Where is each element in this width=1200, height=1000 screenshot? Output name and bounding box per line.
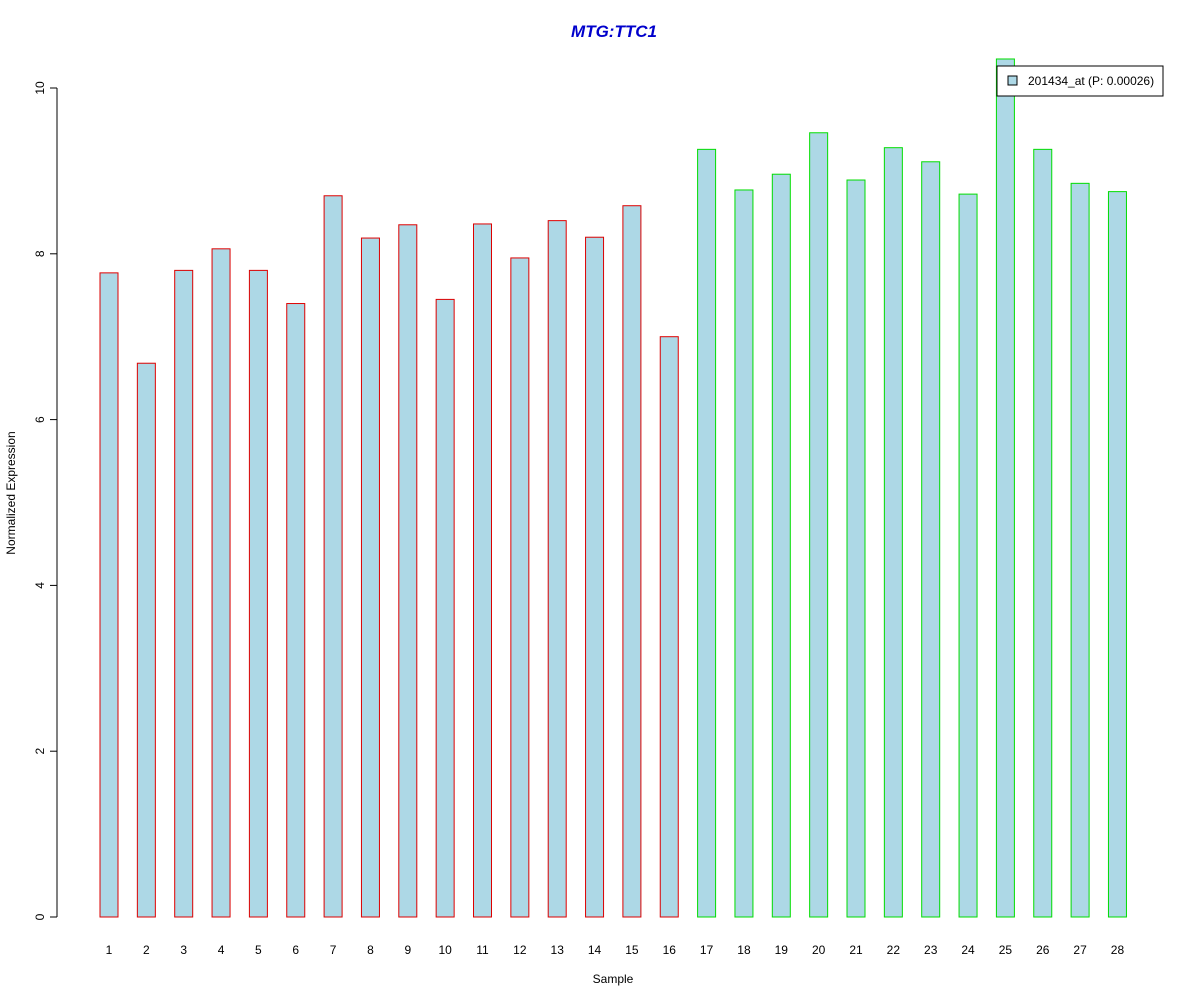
x-tick-label: 21 (849, 943, 863, 957)
bar (547, 220, 567, 918)
legend: 201434_at (P: 0.00026) (996, 65, 1164, 97)
y-axis: 0 2 4 6 8 10 (33, 81, 58, 920)
bar (622, 205, 642, 918)
bar (1033, 148, 1053, 918)
x-tick-label: 4 (218, 943, 225, 957)
x-tick-label: 25 (999, 943, 1013, 957)
legend-box (996, 65, 1164, 97)
y-axis-label: Normalized Expression (4, 431, 18, 554)
bar (136, 362, 156, 918)
x-tick-labels: 1 2 3 4 5 6 7 8 9 10 11 12 13 14 15 16 17 18 19 20 21 22 23 24 2… (106, 943, 1125, 957)
x-tick-label: 3 (180, 943, 187, 957)
x-axis-label: Sample (593, 972, 634, 986)
x-tick-label: 15 (625, 943, 639, 957)
x-tick-label: 17 (700, 943, 714, 957)
x-tick-label: 18 (737, 943, 751, 957)
y-tick-label: 2 (33, 748, 47, 755)
x-tick-label: 27 (1073, 943, 1087, 957)
x-tick-label: 22 (887, 943, 901, 957)
x-tick-label: 7 (330, 943, 337, 957)
bar (360, 237, 380, 918)
chart-title: MTG:TTC1 (571, 22, 657, 41)
bar (958, 193, 978, 918)
x-tick-label: 19 (775, 943, 789, 957)
bar (473, 223, 492, 918)
x-tick-label: 5 (255, 943, 262, 957)
bar (1070, 182, 1090, 918)
x-tick-label: 9 (404, 943, 411, 957)
bar (174, 269, 194, 918)
y-tick-label: 0 (33, 913, 47, 920)
bar (771, 173, 791, 918)
bar (921, 161, 941, 918)
x-tick-label: 8 (367, 943, 374, 957)
bar (398, 224, 418, 918)
bar (846, 179, 866, 918)
x-tick-label: 11 (476, 943, 489, 957)
x-tick-label: 12 (513, 943, 527, 957)
legend-entry-label: 201434_at (P: 0.00026) (1028, 74, 1154, 88)
bar (1107, 191, 1127, 918)
x-tick-label: 1 (106, 943, 113, 957)
bar (510, 257, 530, 918)
x-tick-label: 10 (438, 943, 452, 957)
bar (883, 147, 903, 918)
x-tick-label: 26 (1036, 943, 1050, 957)
x-tick-label: 24 (961, 943, 975, 957)
bar (211, 248, 231, 918)
x-tick-label: 13 (551, 943, 565, 957)
bar (697, 148, 717, 918)
bar (809, 132, 829, 918)
legend-swatch (1007, 75, 1018, 86)
y-tick-label: 8 (33, 250, 47, 257)
bar (585, 236, 605, 918)
y-tick-label: 4 (33, 582, 47, 589)
bar (286, 303, 306, 918)
y-tick-label: 10 (33, 81, 47, 95)
y-tick-label: 6 (33, 416, 47, 423)
bar (659, 336, 679, 918)
x-tick-label: 28 (1111, 943, 1125, 957)
bar (995, 58, 1015, 918)
x-tick-label: 2 (143, 943, 150, 957)
x-tick-label: 6 (292, 943, 299, 957)
bar (248, 269, 268, 918)
bar (99, 272, 119, 918)
x-tick-label: 14 (588, 943, 602, 957)
x-tick-label: 16 (663, 943, 677, 957)
bar (323, 195, 343, 918)
bar (435, 298, 455, 918)
x-tick-label: 23 (924, 943, 938, 957)
bars-group (99, 58, 1127, 918)
bar (734, 189, 754, 918)
x-tick-label: 20 (812, 943, 826, 957)
